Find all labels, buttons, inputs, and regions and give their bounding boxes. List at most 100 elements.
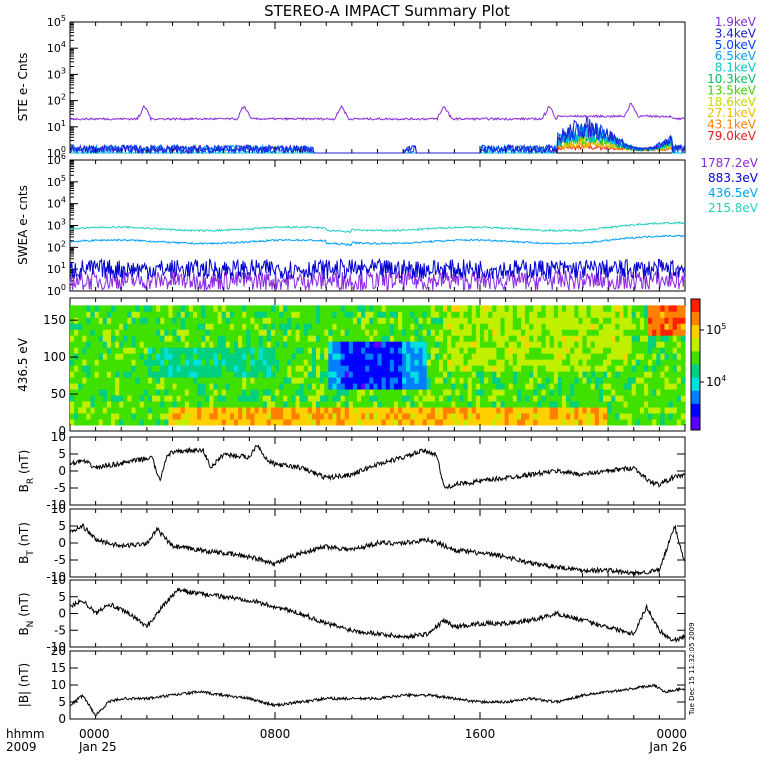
heatmap-cell: [320, 365, 325, 372]
ste-legend-entry: 3.4keV: [715, 26, 757, 40]
heatmap-cell: [422, 341, 428, 348]
heatmap-cell: [434, 413, 440, 420]
heatmap-cell: [205, 359, 210, 366]
heatmap-cell: [537, 347, 542, 354]
heatmap-cell: [270, 413, 276, 420]
heatmap-cell: [426, 323, 432, 330]
heatmap-cell: [668, 383, 674, 390]
heatmap-cell: [229, 389, 235, 396]
heatmap-cell: [234, 365, 239, 372]
heatmap-cell: [250, 335, 255, 342]
heatmap-cell: [516, 407, 522, 414]
heatmap-cell: [262, 311, 268, 318]
heatmap-cell: [422, 407, 428, 414]
heatmap-cell: [98, 317, 104, 324]
heatmap-cell: [594, 347, 600, 354]
heatmap-cell: [369, 341, 374, 348]
heatmap-cell: [164, 401, 169, 408]
heatmap-cell: [430, 377, 436, 384]
heatmap-cell: [106, 305, 112, 312]
heatmap-cell: [299, 341, 305, 348]
heatmap-cell: [451, 413, 456, 420]
heatmap-cell: [500, 335, 505, 342]
heatmap-cell: [533, 371, 538, 378]
heatmap-cell: [238, 341, 243, 348]
heatmap-cell: [147, 335, 153, 342]
heatmap-cell: [74, 389, 79, 396]
heatmap-cell: [455, 329, 460, 336]
heatmap-cell: [537, 401, 542, 408]
heatmap-cell: [680, 395, 686, 402]
heatmap-cell: [213, 371, 218, 378]
heatmap-cell: [504, 413, 510, 420]
heatmap-cell: [258, 311, 264, 318]
heatmap-cell: [439, 353, 444, 360]
heatmap-cell: [422, 389, 428, 396]
heatmap-cell: [283, 383, 288, 390]
heatmap-cell: [631, 383, 637, 390]
heatmap-cell: [361, 311, 366, 318]
heatmap-cell: [414, 401, 419, 408]
heatmap-cell: [648, 305, 653, 312]
heatmap-cell: [209, 419, 214, 426]
heatmap-cell: [545, 371, 551, 378]
heatmap-cell: [98, 353, 104, 360]
heatmap-cell: [402, 341, 407, 348]
heatmap-cell: [369, 311, 374, 318]
heatmap-cell: [205, 305, 210, 312]
heatmap-cell: [426, 383, 432, 390]
heatmap-cell: [316, 347, 321, 354]
heatmap-cell: [393, 419, 399, 426]
heatmap-cell: [127, 371, 132, 378]
heatmap-cell: [557, 347, 563, 354]
heatmap-cell: [361, 389, 366, 396]
heatmap-cell: [529, 311, 534, 318]
heatmap-cell: [578, 377, 583, 384]
heatmap-cell: [422, 365, 428, 372]
heatmap-cell: [340, 365, 346, 372]
heatmap-cell: [393, 365, 399, 372]
heatmap-cell: [348, 419, 354, 426]
heatmap-cell: [603, 377, 608, 384]
heatmap-cell: [115, 311, 120, 318]
heatmap-cell: [336, 407, 341, 414]
heatmap-cell: [529, 323, 534, 330]
heatmap-cell: [86, 401, 91, 408]
heatmap-cell: [188, 389, 194, 396]
ste-ytick-label: 103: [47, 66, 66, 81]
heatmap-cell: [152, 347, 157, 354]
heatmap-cell: [455, 419, 460, 426]
heatmap-cell: [287, 335, 292, 342]
heatmap-cell: [90, 419, 95, 426]
x-tick-sublabel: Jan 25: [78, 740, 117, 754]
heatmap-cell: [86, 341, 91, 348]
heatmap-cell: [369, 371, 374, 378]
heatmap-cell: [566, 401, 571, 408]
heatmap-cell: [147, 389, 153, 396]
heatmap-cell: [389, 335, 395, 342]
heatmap-cell: [635, 407, 641, 414]
heatmap-cell: [676, 389, 682, 396]
heatmap-cell: [475, 353, 481, 360]
heatmap-cell: [529, 419, 534, 426]
heatmap-cell: [623, 407, 628, 414]
heatmap-cell: [307, 341, 313, 348]
heatmap-cell: [656, 323, 661, 330]
heatmap-cell: [328, 371, 333, 378]
swea-ytick-label: 105: [47, 174, 66, 189]
heatmap-cell: [176, 383, 182, 390]
heatmap-cell: [242, 377, 247, 384]
heatmap-cell: [389, 353, 395, 360]
heatmap-cell: [123, 419, 128, 426]
heatmap-cell: [512, 329, 518, 336]
heatmap-cell: [664, 401, 669, 408]
heatmap-cell: [221, 365, 227, 372]
heatmap-cell: [402, 401, 407, 408]
heatmap-cell: [680, 311, 686, 318]
heatmap-cell: [545, 341, 551, 348]
heatmap-cell: [324, 329, 329, 336]
heatmap-cell: [635, 401, 641, 408]
heatmap-cell: [652, 353, 657, 360]
heatmap-cell: [443, 317, 448, 324]
heatmap-cell: [94, 359, 100, 366]
